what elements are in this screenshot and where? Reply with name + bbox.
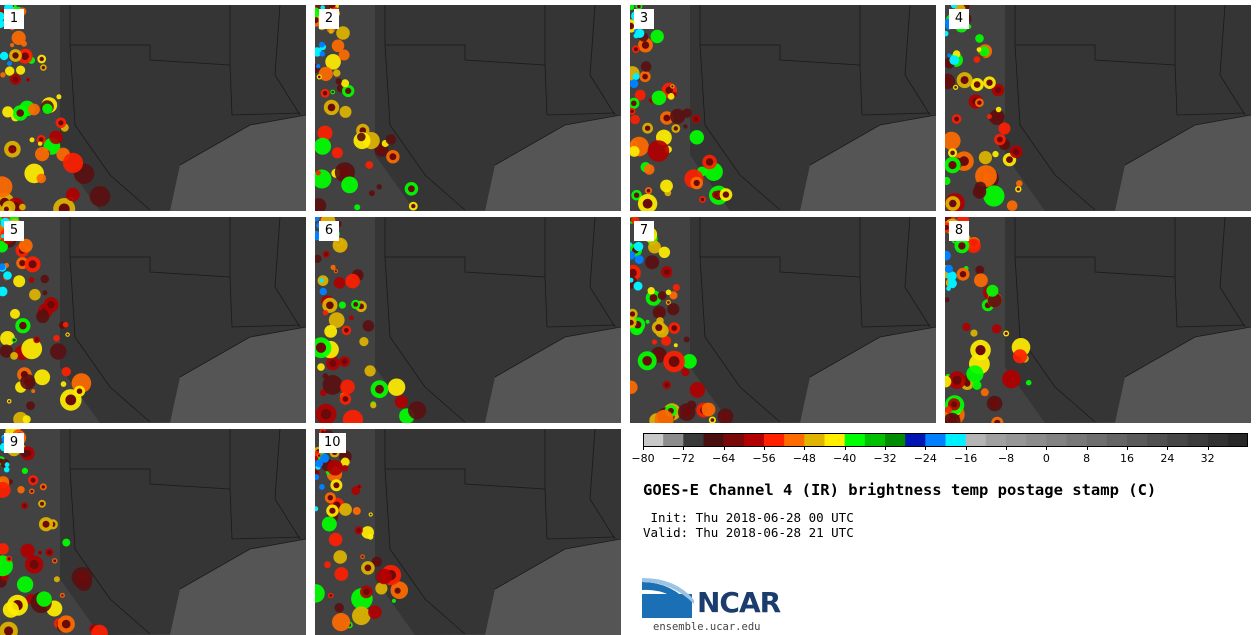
colorbar-segment <box>1046 433 1067 447</box>
stamp-panel: 5 <box>0 217 306 423</box>
colorbar-segment <box>1127 433 1148 447</box>
colorbar-segment <box>764 433 785 447</box>
colorbar-tick-mark <box>1127 446 1128 450</box>
colorbar-tick-label: 16 <box>1120 452 1134 465</box>
stamp-number: 9 <box>4 433 24 453</box>
colorbar-tick-mark <box>723 446 725 450</box>
ncar-logo-icon <box>642 578 694 618</box>
stamp-panel: 7 <box>630 217 936 423</box>
colorbar-tick-label: 0 <box>1042 452 1050 465</box>
colorbar-tick-label: −8 <box>997 452 1015 465</box>
colorbar-tick-mark <box>1006 446 1007 450</box>
stamp-panel: 9 <box>0 429 306 635</box>
stamp-panel: 6 <box>315 217 621 423</box>
colorbar-segment <box>1187 433 1208 447</box>
colorbar-tick-label: 32 <box>1200 452 1215 465</box>
colorbar-tick-label: −80 <box>631 452 655 465</box>
colorbar-tick-label: −24 <box>913 452 937 465</box>
colorbar-tick-mark <box>844 446 846 450</box>
stamp-number: 6 <box>319 221 339 241</box>
colorbar-tick-label: 24 <box>1160 452 1175 465</box>
colorbar-segment <box>1147 433 1168 447</box>
colorbar-tick-mark <box>1167 446 1169 450</box>
colorbar-segment <box>643 433 664 447</box>
colorbar-segment <box>864 433 886 447</box>
stamp-number: 3 <box>634 9 654 29</box>
colorbar-tick-mark <box>925 446 927 450</box>
colorbar-tick-mark <box>965 446 967 450</box>
colorbar-tick-mark <box>1086 446 1088 450</box>
stamp-panel: 2 <box>315 5 621 211</box>
stamp-number: 10 <box>319 433 346 453</box>
colorbar-segment <box>1066 433 1087 447</box>
colorbar-tick-label: 8 <box>1083 452 1091 465</box>
colorbar-segment <box>1086 433 1108 447</box>
colorbar-segment <box>945 433 966 447</box>
colorbar-tick-mark <box>804 446 806 450</box>
colorbar-segment <box>824 433 845 447</box>
init-time: Init: Thu 2018-06-28 00 UTC <box>643 510 854 525</box>
colorbar-tick-label: −48 <box>792 452 816 465</box>
colorbar-segment <box>683 433 704 447</box>
colorbar-segment <box>1006 433 1027 447</box>
valid-time: Valid: Thu 2018-06-28 21 UTC <box>643 525 854 540</box>
colorbar-segment <box>985 433 1007 447</box>
stamp-number: 2 <box>319 9 339 29</box>
colorbar-segment <box>1106 433 1128 447</box>
colorbar-segment <box>925 433 946 447</box>
colorbar-tick-mark <box>764 446 765 450</box>
colorbar-segment <box>723 433 745 447</box>
colorbar-segment <box>784 433 805 447</box>
colorbar-segment <box>844 433 866 447</box>
ncar-logo-text: NCAR <box>697 586 781 619</box>
stamp-panel: 1 <box>0 5 306 211</box>
stamp-number: 5 <box>4 221 24 241</box>
colorbar-tick-mark <box>643 446 644 450</box>
stamp-panel: 8 <box>945 217 1251 423</box>
colorbar-segment <box>885 433 906 447</box>
colorbar-segment <box>1026 433 1047 447</box>
colorbar-tick-mark <box>1207 446 1209 450</box>
colorbar <box>643 432 1249 447</box>
figure-title: GOES-E Channel 4 (IR) brightness temp po… <box>643 481 1157 499</box>
stamp-number: 4 <box>949 9 969 29</box>
colorbar-segment <box>743 433 765 447</box>
colorbar-tick-label: −56 <box>752 452 776 465</box>
colorbar-segment <box>1227 433 1249 447</box>
stamp-panel: 4 <box>945 5 1251 211</box>
colorbar-tick-label: −64 <box>712 452 736 465</box>
colorbar-segment <box>1167 433 1188 447</box>
stamp-panel: 3 <box>630 5 936 211</box>
site-url: ensemble.ucar.edu <box>653 621 761 633</box>
colorbar-segment <box>1207 433 1229 447</box>
stamp-number: 8 <box>949 221 969 241</box>
colorbar-tick-mark <box>683 446 685 450</box>
stamp-number: 1 <box>4 9 24 29</box>
colorbar-segment <box>663 433 684 447</box>
colorbar-tick-label: −16 <box>954 452 978 465</box>
stamp-panel: 10 <box>315 429 621 635</box>
colorbar-segment <box>905 433 926 447</box>
colorbar-tick-label: −32 <box>873 452 897 465</box>
colorbar-segment <box>804 433 825 447</box>
stamp-number: 7 <box>634 221 654 241</box>
colorbar-tick-label: −72 <box>671 452 695 465</box>
colorbar-tick-label: −40 <box>833 452 857 465</box>
colorbar-tick-mark <box>1046 446 1048 450</box>
colorbar-segment <box>703 433 724 447</box>
colorbar-segment <box>965 433 987 447</box>
colorbar-tick-mark <box>885 446 886 450</box>
